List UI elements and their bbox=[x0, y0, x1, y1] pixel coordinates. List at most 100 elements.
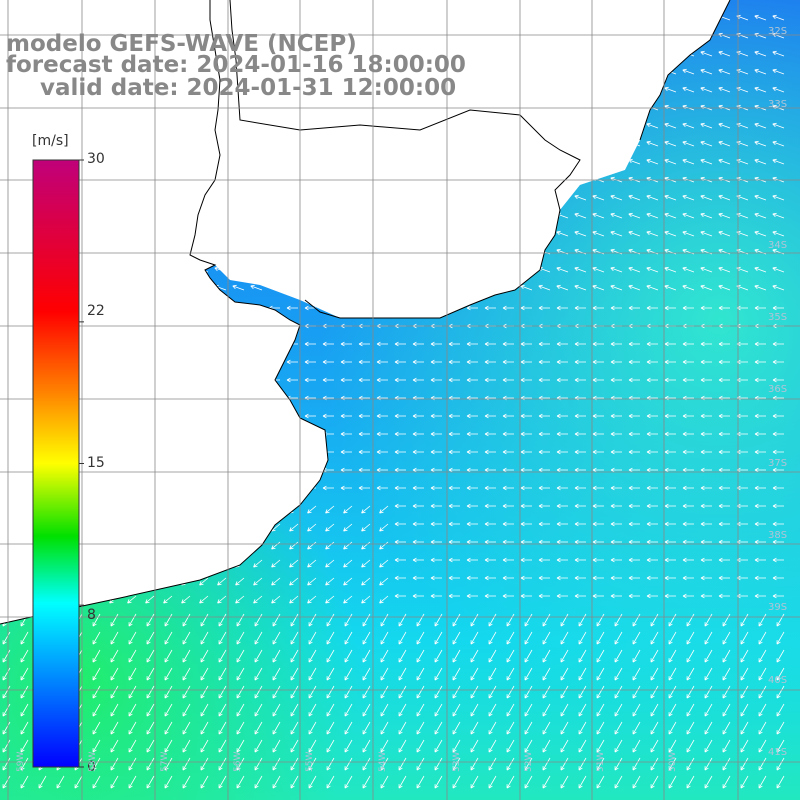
wind-arrow bbox=[614, 703, 623, 717]
wind-arrow bbox=[646, 539, 658, 545]
wind-arrow bbox=[196, 122, 209, 129]
wind-arrow bbox=[610, 467, 622, 473]
wind-arrow bbox=[110, 757, 119, 771]
wind-arrow bbox=[628, 86, 641, 93]
wind-arrow bbox=[362, 703, 371, 717]
wind-arrow bbox=[754, 122, 767, 129]
wind-arrow bbox=[412, 449, 424, 455]
wind-arrow bbox=[466, 413, 478, 419]
wind-arrow bbox=[574, 413, 586, 419]
wind-arrow bbox=[448, 575, 460, 581]
wind-arrow bbox=[0, 431, 10, 437]
wind-arrow bbox=[686, 757, 695, 771]
wind-arrow bbox=[160, 413, 172, 419]
wind-arrow bbox=[448, 503, 460, 509]
wind-arrow bbox=[218, 667, 227, 681]
wind-arrow bbox=[376, 359, 388, 365]
wind-arrow bbox=[736, 485, 748, 491]
wind-arrow bbox=[506, 667, 515, 681]
wind-arrow bbox=[91, 559, 101, 568]
wind-arrow bbox=[236, 739, 245, 753]
wind-arrow bbox=[718, 557, 730, 563]
wind-arrow bbox=[361, 559, 371, 568]
wind-arrow bbox=[214, 485, 226, 491]
wind-arrow bbox=[250, 341, 262, 347]
wind-arrow bbox=[560, 757, 569, 771]
wind-arrow bbox=[538, 230, 551, 237]
wind-arrow bbox=[502, 122, 515, 129]
wind-arrow bbox=[538, 413, 550, 419]
wind-arrow bbox=[236, 649, 245, 663]
wind-arrow bbox=[92, 739, 101, 753]
wind-arrow bbox=[19, 523, 29, 532]
wind-arrow bbox=[466, 14, 479, 21]
wind-arrow bbox=[430, 32, 443, 39]
wind-arrow bbox=[628, 521, 640, 527]
wind-arrow bbox=[127, 595, 137, 604]
wind-arrow bbox=[430, 557, 442, 563]
wind-arrow bbox=[664, 122, 677, 129]
wind-arrow bbox=[538, 521, 550, 527]
wind-arrow bbox=[664, 593, 676, 599]
wind-arrow bbox=[700, 284, 713, 291]
wind-arrow bbox=[110, 649, 119, 663]
wind-arrow bbox=[380, 613, 389, 627]
wind-arrow bbox=[506, 613, 515, 627]
wind-arrow bbox=[448, 32, 461, 39]
wind-arrow bbox=[646, 521, 658, 527]
wind-arrow bbox=[736, 359, 748, 365]
wind-arrow bbox=[16, 158, 29, 165]
wind-arrow bbox=[178, 359, 190, 365]
wind-arrow bbox=[520, 305, 532, 311]
wind-arrow bbox=[556, 431, 568, 437]
wind-arrow bbox=[718, 539, 730, 545]
wind-arrow bbox=[700, 557, 712, 563]
wind-arrow bbox=[610, 359, 622, 365]
wind-arrow bbox=[700, 266, 713, 273]
wind-arrow bbox=[236, 613, 245, 627]
wind-arrow bbox=[376, 449, 388, 455]
wind-arrow bbox=[700, 413, 712, 419]
wind-arrow bbox=[16, 14, 29, 21]
wind-arrow bbox=[502, 284, 515, 291]
wind-arrow bbox=[448, 158, 461, 165]
wind-arrow bbox=[754, 359, 766, 365]
wind-arrow bbox=[106, 305, 118, 311]
wind-arrow bbox=[88, 377, 100, 383]
wind-arrow bbox=[556, 305, 568, 311]
wind-arrow bbox=[376, 212, 389, 219]
wind-arrow bbox=[214, 341, 226, 347]
wind-arrow bbox=[664, 485, 676, 491]
wind-arrow bbox=[379, 505, 389, 514]
wind-arrow bbox=[754, 431, 766, 437]
wind-arrow bbox=[484, 122, 497, 129]
wind-arrow bbox=[628, 14, 641, 21]
wind-arrow bbox=[610, 266, 623, 273]
wind-arrow bbox=[628, 485, 640, 491]
wind-arrow bbox=[578, 721, 587, 735]
wind-arrow bbox=[160, 359, 172, 365]
wind-arrow bbox=[740, 739, 749, 753]
wind-arrow bbox=[290, 667, 299, 681]
wind-arrow bbox=[19, 505, 29, 514]
wind-arrow bbox=[394, 305, 406, 311]
wind-arrow bbox=[682, 122, 695, 129]
wind-arrow bbox=[200, 739, 209, 753]
wind-arrow bbox=[20, 649, 29, 663]
wind-arrow bbox=[430, 194, 443, 201]
wind-arrow bbox=[16, 485, 28, 491]
wind-arrow bbox=[268, 359, 280, 365]
wind-arrow bbox=[448, 557, 460, 563]
wind-arrow bbox=[610, 50, 623, 57]
wind-arrow bbox=[542, 703, 551, 717]
wind-arrow bbox=[142, 230, 155, 237]
wind-arrow bbox=[128, 721, 137, 735]
wind-arrow bbox=[376, 485, 388, 491]
wind-arrow bbox=[664, 212, 677, 219]
wind-arrow bbox=[542, 685, 551, 699]
wind-arrow bbox=[718, 575, 730, 581]
wind-arrow bbox=[232, 305, 244, 311]
wind-arrow bbox=[412, 503, 424, 509]
wind-arrow bbox=[430, 305, 442, 311]
wind-arrow bbox=[235, 505, 245, 514]
